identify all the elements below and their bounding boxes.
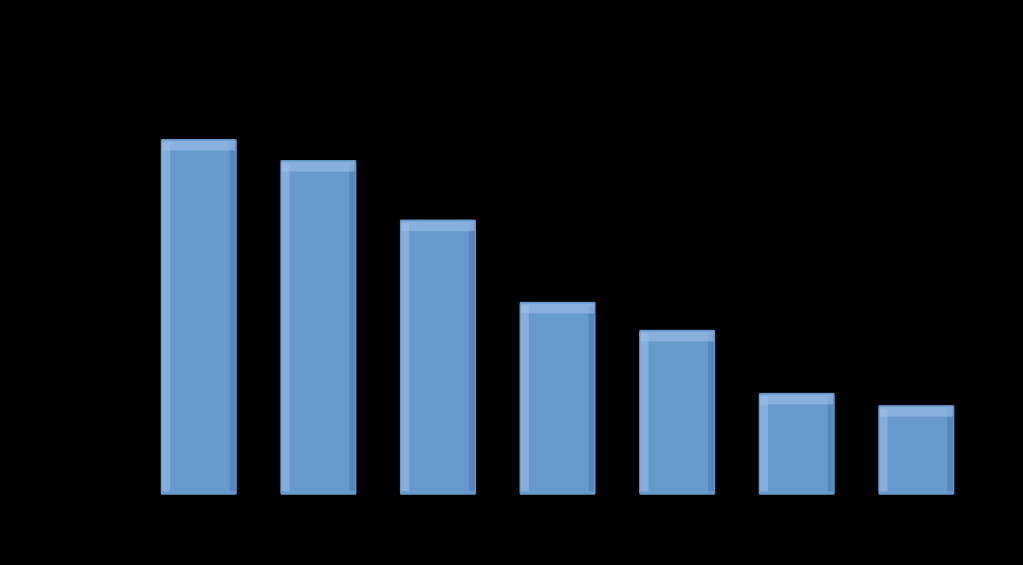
FancyBboxPatch shape — [400, 220, 476, 495]
FancyBboxPatch shape — [640, 333, 649, 491]
FancyBboxPatch shape — [828, 397, 834, 491]
FancyBboxPatch shape — [708, 333, 714, 491]
FancyBboxPatch shape — [639, 330, 715, 495]
FancyBboxPatch shape — [947, 408, 953, 491]
FancyBboxPatch shape — [401, 223, 409, 491]
FancyBboxPatch shape — [880, 408, 888, 491]
FancyBboxPatch shape — [281, 163, 290, 491]
FancyBboxPatch shape — [521, 303, 594, 314]
FancyBboxPatch shape — [161, 139, 236, 495]
FancyBboxPatch shape — [163, 141, 235, 150]
FancyBboxPatch shape — [760, 397, 768, 491]
FancyBboxPatch shape — [759, 393, 835, 495]
FancyBboxPatch shape — [280, 160, 356, 495]
FancyBboxPatch shape — [880, 407, 952, 416]
FancyBboxPatch shape — [162, 142, 170, 491]
FancyBboxPatch shape — [640, 332, 714, 341]
FancyBboxPatch shape — [521, 305, 529, 491]
FancyBboxPatch shape — [588, 305, 594, 491]
FancyBboxPatch shape — [282, 162, 355, 172]
FancyBboxPatch shape — [230, 142, 235, 491]
FancyBboxPatch shape — [760, 394, 833, 405]
FancyBboxPatch shape — [879, 405, 954, 495]
FancyBboxPatch shape — [349, 163, 355, 491]
FancyBboxPatch shape — [469, 223, 475, 491]
FancyBboxPatch shape — [401, 221, 475, 231]
FancyBboxPatch shape — [520, 302, 595, 495]
